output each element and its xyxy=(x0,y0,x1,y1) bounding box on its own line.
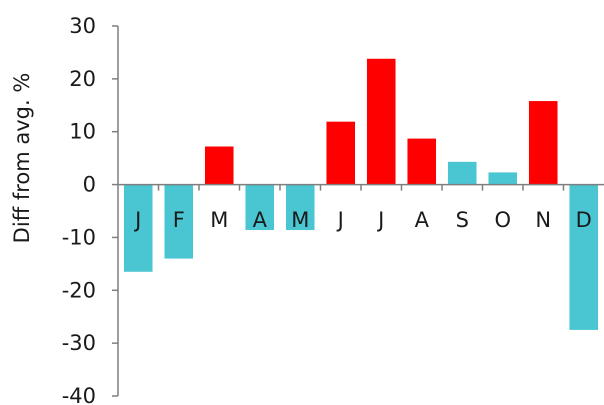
bar-12 xyxy=(569,184,599,330)
bar-5 xyxy=(285,184,315,231)
y-tick-label: 20 xyxy=(69,67,96,91)
x-tick-label: J xyxy=(133,208,141,232)
x-tick-label: D xyxy=(576,208,592,232)
y-tick-label: 10 xyxy=(69,120,96,144)
bar-3 xyxy=(204,146,234,185)
bar-8 xyxy=(407,138,437,185)
x-tick-label: A xyxy=(415,208,430,232)
y-tick-label: -40 xyxy=(62,384,96,405)
x-tick-label: M xyxy=(210,208,228,232)
bar-11 xyxy=(528,101,558,185)
axes-layer xyxy=(112,25,604,397)
y-tick-label: 0 xyxy=(83,173,96,197)
y-axis-title: Diff from avg. % xyxy=(10,73,34,244)
bar-1 xyxy=(123,184,153,272)
bar-7 xyxy=(366,58,396,185)
bar-9 xyxy=(447,161,477,185)
bar-2 xyxy=(164,184,194,259)
y-tick-label: 30 xyxy=(69,14,96,38)
bar-6 xyxy=(326,121,356,185)
x-tick-label: O xyxy=(494,208,511,232)
bars-layer xyxy=(123,58,599,330)
x-tick-label: F xyxy=(173,208,185,232)
x-tick-label: S xyxy=(456,208,469,232)
y-tick-label: -10 xyxy=(62,225,96,249)
x-tick-label: A xyxy=(253,208,268,232)
bar-4 xyxy=(245,184,275,231)
bar-10 xyxy=(488,172,518,185)
y-tick-label: -30 xyxy=(62,331,96,355)
x-tick-label: N xyxy=(535,208,551,232)
x-tick-label: J xyxy=(336,208,344,232)
x-tick-label: J xyxy=(376,208,384,232)
x-tick-label: M xyxy=(291,208,309,232)
y-tick-label: -20 xyxy=(62,278,96,302)
